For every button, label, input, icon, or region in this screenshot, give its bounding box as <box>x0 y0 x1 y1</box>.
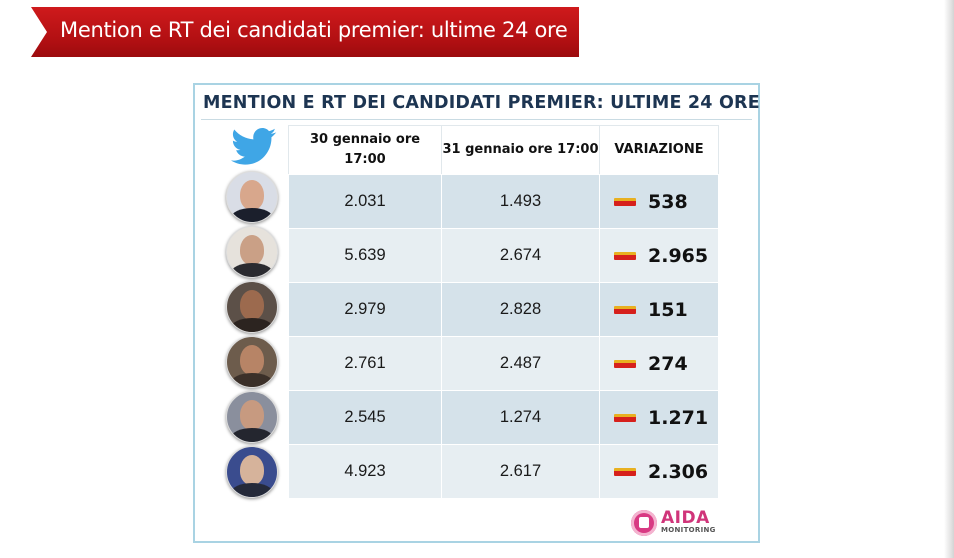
cell-30-gennaio: 2.979 <box>288 282 442 337</box>
panel-title: MENTION E RT DEI CANDIDATI PREMIER: ULTI… <box>203 93 760 113</box>
variation-value: 2.965 <box>648 244 709 267</box>
cell-31-gennaio: 1.493 <box>441 174 600 229</box>
mentions-table: 30 gennaio ore 17:00 31 gennaio ore 17:0… <box>288 125 719 499</box>
aida-logo-icon <box>631 510 657 536</box>
cell-30-gennaio: 2.761 <box>288 336 442 391</box>
cell-31-gennaio: 1.274 <box>441 390 600 445</box>
table-row: 2.761 2.487 274 <box>288 336 719 391</box>
table-row: 2.979 2.828 151 <box>288 282 719 337</box>
cell-30-gennaio: 4.923 <box>288 444 442 499</box>
logo-subtitle: MONITORING <box>661 526 716 534</box>
minus-flag-icon <box>614 251 636 260</box>
cell-31-gennaio: 2.674 <box>441 228 600 283</box>
page-edge-shadow <box>944 0 954 558</box>
candidate-avatar-2 <box>226 226 278 278</box>
table-row: 4.923 2.617 2.306 <box>288 444 719 499</box>
cell-30-gennaio: 5.639 <box>288 228 442 283</box>
title-banner: Mention e RT dei candidati premier: ulti… <box>31 7 579 57</box>
candidate-avatar-1 <box>226 171 278 223</box>
banner-title: Mention e RT dei candidati premier: ulti… <box>60 18 568 42</box>
minus-flag-icon <box>614 197 636 206</box>
minus-flag-icon <box>614 467 636 476</box>
header-variazione: VARIAZIONE <box>599 125 719 175</box>
cell-31-gennaio: 2.487 <box>441 336 600 391</box>
variation-value: 1.271 <box>648 406 709 429</box>
aida-monitoring-logo: AIDA MONITORING <box>631 508 721 538</box>
cell-variazione: 1.271 <box>599 390 719 445</box>
table-row: 5.639 2.674 2.965 <box>288 228 719 283</box>
cell-31-gennaio: 2.617 <box>441 444 600 499</box>
cell-30-gennaio: 2.545 <box>288 390 442 445</box>
variation-value: 274 <box>648 352 688 375</box>
variation-value: 151 <box>648 298 688 321</box>
candidate-avatar-3 <box>226 281 278 333</box>
header-31-gennaio: 31 gennaio ore 17:00 <box>441 125 600 175</box>
logo-name: AIDA <box>661 508 710 528</box>
cell-30-gennaio: 2.031 <box>288 174 442 229</box>
cell-variazione: 2.965 <box>599 228 719 283</box>
table-header-row: 30 gennaio ore 17:00 31 gennaio ore 17:0… <box>288 125 719 175</box>
header-30-gennaio: 30 gennaio ore 17:00 <box>288 125 442 175</box>
cell-variazione: 274 <box>599 336 719 391</box>
candidate-avatar-5 <box>226 391 278 443</box>
mentions-panel: MENTION E RT DEI CANDIDATI PREMIER: ULTI… <box>193 83 760 543</box>
panel-divider <box>201 119 752 120</box>
variation-value: 2.306 <box>648 460 709 483</box>
cell-31-gennaio: 2.828 <box>441 282 600 337</box>
minus-flag-icon <box>614 305 636 314</box>
table-row: 2.545 1.274 1.271 <box>288 390 719 445</box>
table-row: 2.031 1.493 538 <box>288 174 719 229</box>
minus-flag-icon <box>614 359 636 368</box>
candidate-avatar-4 <box>226 336 278 388</box>
twitter-bird-icon <box>231 128 277 165</box>
minus-flag-icon <box>614 413 636 422</box>
candidate-avatar-6 <box>226 446 278 498</box>
cell-variazione: 151 <box>599 282 719 337</box>
cell-variazione: 538 <box>599 174 719 229</box>
cell-variazione: 2.306 <box>599 444 719 499</box>
variation-value: 538 <box>648 190 688 213</box>
